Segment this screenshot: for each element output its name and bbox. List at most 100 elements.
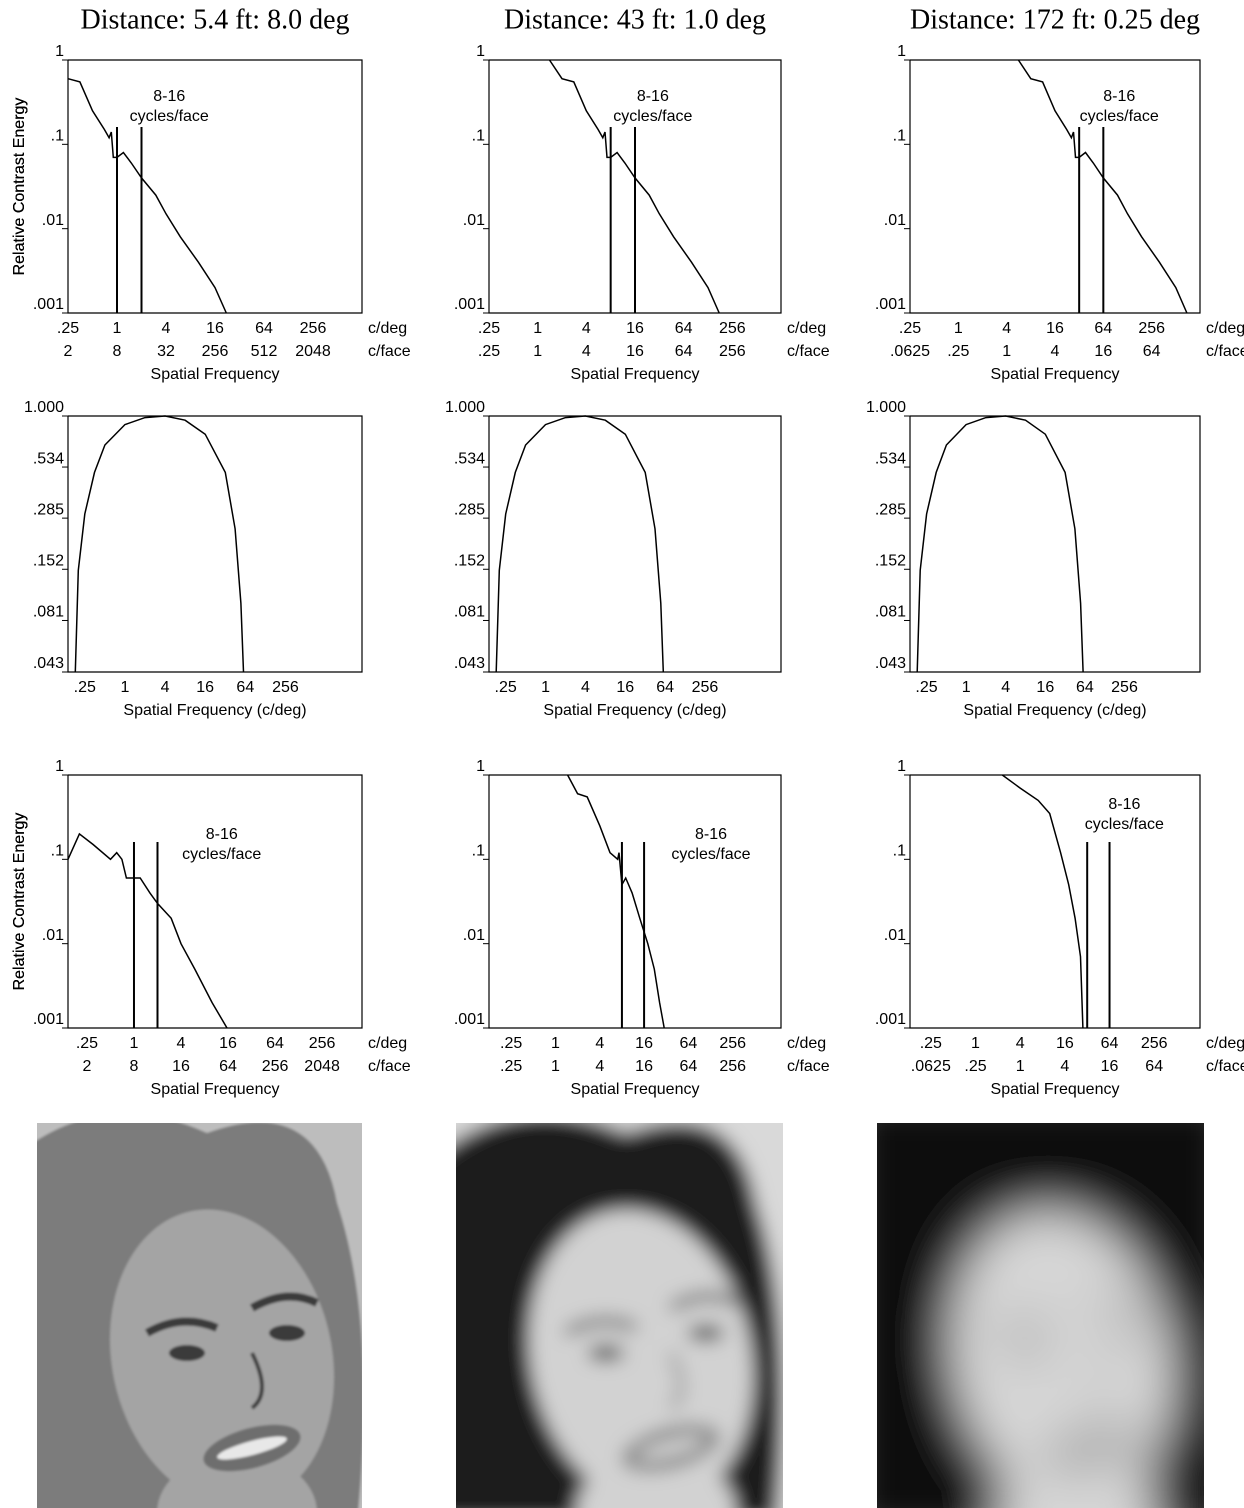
- x-unit: c/deg: [1206, 1035, 1244, 1052]
- column-title: Distance: 43 ft: 1.0 deg: [504, 4, 766, 35]
- x2-tick-label: 2048: [304, 1058, 340, 1075]
- x2-tick-label: 512: [251, 343, 278, 360]
- data-line: [916, 415, 1084, 673]
- x2-tick-label: 4: [595, 1058, 604, 1075]
- x-tick-label: 256: [309, 1035, 336, 1052]
- x-axis-title: Spatial Frequency: [991, 366, 1120, 383]
- y-tick-label: .01: [42, 927, 64, 944]
- face-image: [877, 1123, 1204, 1508]
- y-axis-title: Relative Contrast Energy: [11, 813, 28, 991]
- brow: [669, 1292, 738, 1312]
- x2-tick-label: .25: [947, 343, 969, 360]
- x2-tick-label: 256: [262, 1058, 289, 1075]
- x2-tick-label: 16: [1094, 343, 1112, 360]
- face-image-content: [456, 1123, 783, 1508]
- x-tick-label: 16: [1046, 320, 1064, 337]
- y-tick-label: 1: [476, 43, 485, 60]
- y-tick-label: .1: [893, 128, 906, 145]
- x2-tick-label: 256: [202, 343, 229, 360]
- x-tick-label: 4: [1001, 679, 1010, 696]
- x-axis-title: Spatial Frequency (c/deg): [963, 702, 1146, 719]
- y-axis-title: Relative Contrast Energy: [11, 813, 28, 991]
- y-tick-label: .152: [454, 552, 485, 569]
- x2-tick-label: 1: [551, 1058, 560, 1075]
- brow: [250, 1292, 319, 1312]
- annotation: cycles/face: [130, 108, 209, 125]
- x-tick-label: 4: [162, 320, 171, 337]
- x-tick-label: 1: [541, 679, 550, 696]
- annotation: cycles/face: [671, 846, 750, 863]
- y-tick-label: 1.000: [866, 399, 906, 416]
- x2-tick-label: .0625: [890, 343, 930, 360]
- y-tick-label: 1.000: [445, 399, 485, 416]
- data-line: [495, 415, 665, 673]
- x-tick-label: 64: [656, 679, 674, 696]
- x2-tick-label: .25: [478, 343, 500, 360]
- x-tick-label: 256: [692, 679, 719, 696]
- y-axis-title: Relative Contrast Energy: [11, 813, 28, 991]
- axis-frame: [67, 415, 363, 673]
- y-tick-label: .001: [454, 1011, 485, 1028]
- column-title: Distance: 172 ft: 0.25 deg: [910, 4, 1200, 35]
- x-tick-label: .25: [478, 320, 500, 337]
- nose: [669, 1352, 683, 1410]
- x-tick-label: 64: [679, 1035, 697, 1052]
- x-tick-label: 4: [177, 1035, 186, 1052]
- x-tick-label: 1: [962, 679, 971, 696]
- x-tick-label: 16: [196, 679, 214, 696]
- y-axis-title: Relative Contrast Energy: [11, 98, 28, 276]
- y-tick-label: .001: [33, 1011, 64, 1028]
- x2-tick-label: 16: [1101, 1058, 1119, 1075]
- eye: [269, 1325, 305, 1341]
- annotation: 8-16: [206, 826, 238, 843]
- y-tick-label: .081: [875, 604, 906, 621]
- x-tick-label: 4: [581, 679, 590, 696]
- x2-tick-label: 1: [1002, 343, 1011, 360]
- x-tick-label: 4: [161, 679, 170, 696]
- neck: [576, 1453, 736, 1508]
- y-tick-label: .043: [454, 655, 485, 672]
- x-tick-label: 64: [675, 320, 693, 337]
- x2-unit: c/face: [368, 343, 411, 360]
- x-axis-title: Spatial Frequency: [151, 1081, 280, 1098]
- annotation: cycles/face: [613, 108, 692, 125]
- y-tick-label: .01: [42, 212, 64, 229]
- axis-frame: [909, 774, 1201, 1029]
- x-tick-label: .25: [57, 320, 79, 337]
- x-tick-label: 256: [1138, 320, 1165, 337]
- x-axis-title: Spatial Frequency (c/deg): [543, 702, 726, 719]
- x2-tick-label: .25: [500, 1058, 522, 1075]
- x-tick-label: 256: [719, 1035, 746, 1052]
- x-unit: c/deg: [368, 1035, 407, 1052]
- x-tick-label: 64: [1094, 320, 1112, 337]
- eye: [1009, 1345, 1045, 1361]
- data-line: [67, 832, 228, 1029]
- y-tick-label: .081: [454, 604, 485, 621]
- y-tick-label: .043: [875, 655, 906, 672]
- y-tick-label: .001: [454, 296, 485, 313]
- annotation: 8-16: [1103, 88, 1135, 105]
- axis-frame: [67, 59, 363, 314]
- eye: [169, 1345, 205, 1361]
- x2-tick-label: 64: [679, 1058, 697, 1075]
- x-tick-label: 16: [219, 1035, 237, 1052]
- x-tick-label: 256: [719, 320, 746, 337]
- y-tick-label: 1: [897, 43, 906, 60]
- x-tick-label: 64: [266, 1035, 284, 1052]
- x-tick-label: 1: [533, 320, 542, 337]
- x-tick-label: 16: [635, 1035, 653, 1052]
- y-tick-label: .285: [875, 501, 906, 518]
- x-tick-label: 256: [272, 679, 299, 696]
- y-tick-label: .1: [893, 843, 906, 860]
- x2-tick-label: 16: [626, 343, 644, 360]
- x-unit: c/deg: [787, 1035, 826, 1052]
- y-tick-label: .285: [33, 501, 64, 518]
- y-tick-label: 1: [476, 758, 485, 775]
- annotation: 8-16: [1108, 796, 1140, 813]
- x2-tick-label: 8: [130, 1058, 139, 1075]
- y-tick-label: .534: [33, 450, 64, 467]
- axis-frame: [909, 415, 1201, 673]
- teeth: [636, 1436, 706, 1460]
- x-tick-label: .25: [76, 1035, 98, 1052]
